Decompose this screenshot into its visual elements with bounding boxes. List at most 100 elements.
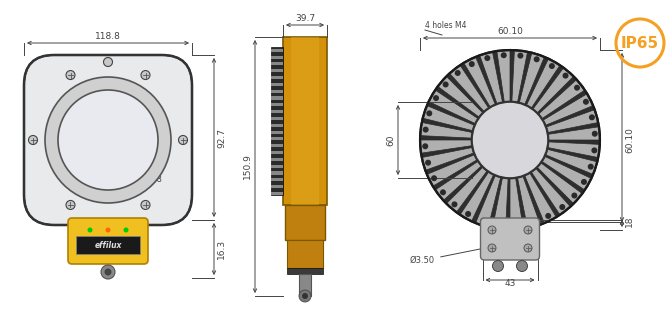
Circle shape xyxy=(465,211,471,217)
Wedge shape xyxy=(519,54,544,104)
Text: Ø.58: Ø.58 xyxy=(143,175,162,184)
Wedge shape xyxy=(547,110,597,132)
Circle shape xyxy=(88,227,92,232)
Circle shape xyxy=(141,200,150,209)
Wedge shape xyxy=(464,58,495,106)
Wedge shape xyxy=(527,60,559,108)
Wedge shape xyxy=(543,94,592,125)
Circle shape xyxy=(500,52,507,58)
Wedge shape xyxy=(532,169,570,214)
Circle shape xyxy=(452,201,458,207)
Wedge shape xyxy=(537,163,582,203)
Circle shape xyxy=(480,218,486,224)
Wedge shape xyxy=(427,155,476,186)
Circle shape xyxy=(455,70,461,76)
Circle shape xyxy=(29,135,38,145)
Text: 18: 18 xyxy=(625,215,634,227)
Bar xyxy=(271,90,283,93)
Circle shape xyxy=(123,227,129,232)
Bar xyxy=(271,131,283,134)
Bar xyxy=(271,76,283,79)
Text: effilux: effilux xyxy=(94,240,122,249)
Text: 43: 43 xyxy=(505,279,516,288)
Text: 16.3: 16.3 xyxy=(217,239,226,259)
Circle shape xyxy=(469,61,475,67)
Bar xyxy=(271,171,283,175)
Circle shape xyxy=(513,222,519,228)
Circle shape xyxy=(524,244,532,252)
Bar xyxy=(271,158,283,161)
Circle shape xyxy=(66,71,75,80)
Bar xyxy=(271,62,283,66)
Circle shape xyxy=(302,293,308,299)
Wedge shape xyxy=(476,176,500,226)
Wedge shape xyxy=(525,174,555,222)
Circle shape xyxy=(141,71,150,80)
Bar xyxy=(271,117,283,120)
Bar xyxy=(271,110,283,113)
Circle shape xyxy=(299,290,311,302)
Wedge shape xyxy=(480,53,502,103)
Bar xyxy=(271,178,283,181)
Bar xyxy=(271,185,283,188)
Circle shape xyxy=(572,192,578,198)
Circle shape xyxy=(105,227,111,232)
Wedge shape xyxy=(533,69,573,112)
Circle shape xyxy=(425,160,431,166)
Circle shape xyxy=(422,143,428,149)
Circle shape xyxy=(588,164,594,170)
Bar xyxy=(271,151,283,154)
Circle shape xyxy=(178,135,188,145)
Wedge shape xyxy=(423,106,474,130)
Bar xyxy=(271,83,283,86)
Wedge shape xyxy=(421,140,472,153)
Wedge shape xyxy=(546,150,596,174)
FancyBboxPatch shape xyxy=(24,55,192,225)
Wedge shape xyxy=(492,178,508,229)
Text: IP65: IP65 xyxy=(621,36,659,50)
Bar xyxy=(271,49,283,52)
Wedge shape xyxy=(460,172,493,220)
Bar xyxy=(271,192,283,195)
Wedge shape xyxy=(429,90,478,123)
Circle shape xyxy=(488,244,496,252)
Wedge shape xyxy=(539,80,584,118)
Bar xyxy=(271,47,283,195)
Bar xyxy=(287,240,323,268)
Bar xyxy=(271,103,283,106)
Bar xyxy=(271,165,283,168)
Bar xyxy=(76,236,140,254)
Text: 92.7: 92.7 xyxy=(217,128,226,147)
Circle shape xyxy=(549,63,555,69)
Text: 4 holes M4: 4 holes M4 xyxy=(425,21,466,30)
Circle shape xyxy=(534,56,539,62)
Text: 60.10: 60.10 xyxy=(497,27,523,36)
Wedge shape xyxy=(518,177,540,227)
Circle shape xyxy=(431,175,437,181)
Circle shape xyxy=(101,265,115,279)
Wedge shape xyxy=(510,179,523,229)
Bar xyxy=(287,268,323,274)
Bar xyxy=(271,55,283,59)
Circle shape xyxy=(496,221,502,227)
Bar xyxy=(271,124,283,127)
Circle shape xyxy=(420,50,600,230)
Bar xyxy=(299,274,311,296)
Circle shape xyxy=(440,189,446,195)
Circle shape xyxy=(581,179,587,185)
Text: 150.9: 150.9 xyxy=(243,154,252,180)
Wedge shape xyxy=(423,148,473,170)
Circle shape xyxy=(545,213,551,219)
Circle shape xyxy=(583,99,589,105)
Circle shape xyxy=(524,226,532,234)
Circle shape xyxy=(472,102,548,178)
Circle shape xyxy=(103,58,113,66)
Circle shape xyxy=(574,85,580,91)
Bar xyxy=(271,144,283,147)
Wedge shape xyxy=(436,162,481,200)
Circle shape xyxy=(423,127,429,133)
Circle shape xyxy=(517,53,523,59)
Wedge shape xyxy=(548,142,599,158)
Circle shape xyxy=(589,114,595,120)
Text: 118.8: 118.8 xyxy=(95,32,121,41)
